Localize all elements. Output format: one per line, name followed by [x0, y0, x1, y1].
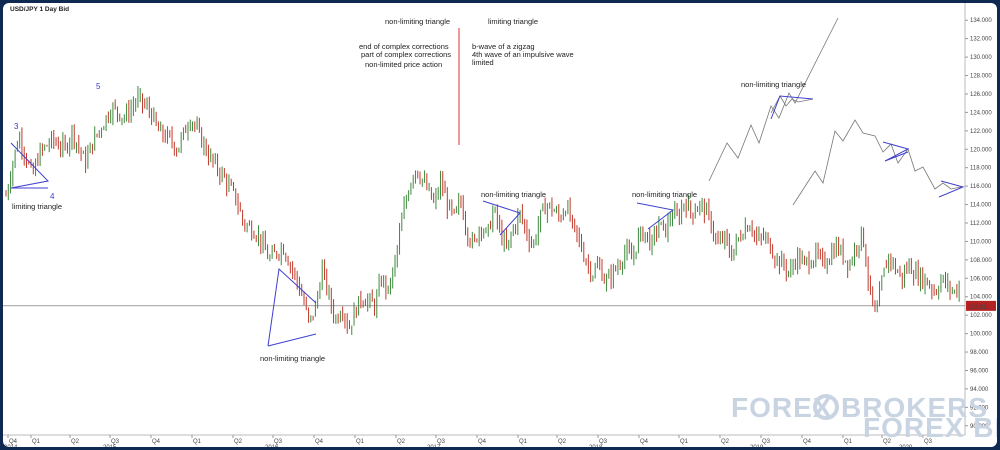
x-tick-label: Q1: [32, 439, 41, 445]
y-tick-label: 108.000: [970, 258, 992, 264]
y-tick-label: 112.000: [970, 221, 992, 227]
x-year-label: 2018: [589, 445, 603, 447]
x-tick-label: Q2: [883, 439, 892, 445]
triangle-non-limiting-2016-base: [267, 333, 317, 347]
x-tick-label: Q1: [356, 439, 365, 445]
annotation-non-limited: non-limited price action: [365, 60, 442, 69]
watermark-globe-icon: [813, 394, 839, 420]
x-year-label: 2019: [750, 445, 764, 447]
annotation-limiting-header: limiting triangle: [488, 17, 538, 26]
x-tick-label: Q4: [478, 439, 487, 445]
overlays: 103.011: [3, 17, 996, 347]
x-year-label: 2020: [899, 445, 913, 447]
y-tick-label: 120.000: [970, 147, 992, 153]
triangle-non-limiting-2018: [636, 202, 675, 230]
triangle-non-limiting-2017: [482, 200, 521, 236]
schematic-correction: [792, 119, 962, 206]
watermark-forex: FOREX: [731, 392, 832, 423]
annotation-non-limiting-2017: non-limiting triangle: [481, 190, 546, 199]
x-tick-label: Q4: [315, 439, 324, 445]
x-tick-label: Q4: [9, 439, 18, 445]
annotation-limiting-triangle: limiting triangle: [12, 202, 62, 211]
x-tick-label: Q4: [152, 439, 161, 445]
annotation-non-limiting-header: non-limiting triangle: [385, 17, 450, 26]
y-tick-label: 90.000: [970, 424, 989, 430]
annotations: non-limiting triangle limiting triangle en…: [12, 17, 997, 443]
price-chart: 90.000 92.000 94.000 96.000 98.000 100.000 102…: [3, 3, 997, 447]
annotation-end-complex: end of complex corrections: [359, 42, 449, 51]
y-tick-label: 122.000: [970, 129, 992, 135]
annotation-non-limiting-schematic: non-limiting triangle: [741, 80, 806, 89]
annotation-b-wave: b-wave of a zigzag: [472, 42, 535, 51]
y-tick-label: 96.000: [970, 368, 989, 374]
x-tick-label: Q3: [762, 439, 771, 445]
chart-title: USD/JPY 1 Day Bid: [10, 6, 70, 13]
x-tick-label: Q2: [234, 439, 243, 445]
y-tick-label: 110.000: [970, 239, 992, 245]
y-tick-label: 114.000: [970, 203, 992, 209]
x-tick-label: Q2: [397, 439, 406, 445]
x-tick-label: Q3: [437, 439, 446, 445]
current-price-label: 103.011: [968, 305, 990, 311]
x-tick-label: Q3: [111, 439, 120, 445]
triangle-limiting: [10, 142, 50, 189]
wave-label-3: 3: [14, 122, 19, 131]
y-tick-label: 102.000: [970, 313, 992, 319]
annotation-non-limiting-2016: non-limiting triangle: [260, 354, 325, 363]
y-tick-label: 98.000: [970, 350, 989, 356]
x-year-label: 2016: [265, 445, 279, 447]
x-tick-label: Q3: [599, 439, 608, 445]
y-tick-label: 132.000: [970, 37, 992, 43]
y-tick-label: 116.000: [970, 184, 992, 190]
x-tick-label: Q3: [274, 439, 283, 445]
y-tick-label: 106.000: [970, 276, 992, 282]
logo-forex-brokers: FOREX BROKERS: [863, 412, 997, 443]
y-tick-label: 124.000: [970, 110, 992, 116]
x-tick-label: Q1: [680, 439, 689, 445]
y-tick-label: 104.000: [970, 295, 992, 301]
schematic-triangle-2: [882, 141, 910, 162]
schematic-impulse: [708, 17, 839, 182]
chart-frame: USD/JPY 1 Day Bid 90.000 92.000 94.000 96.0…: [3, 3, 997, 447]
x-tick-label: Q2: [721, 439, 730, 445]
candles: [5, 86, 960, 335]
y-axis: 90.000 92.000 94.000 96.000 98.000 100.000 102…: [964, 3, 992, 435]
y-tick-label: 130.000: [970, 55, 992, 61]
x-tick-label: Q2: [558, 439, 567, 445]
watermark-brokers: BROKERS: [841, 392, 988, 423]
y-tick-label: 126.000: [970, 92, 992, 98]
x-year-label: 2017: [427, 445, 441, 447]
x-year-label: 2015: [103, 445, 117, 447]
y-tick-label: 92.000: [970, 405, 989, 411]
y-tick-label: 94.000: [970, 387, 989, 393]
annotation-part-complex: part of complex corrections: [361, 50, 451, 59]
annotation-limited: limited: [472, 58, 494, 67]
y-tick-label: 134.000: [970, 18, 992, 24]
schematic-triangle-3: [938, 180, 965, 198]
x-tick-label: Q1: [844, 439, 853, 445]
current-price-tag: [966, 300, 996, 311]
x-tick-label: Q4: [640, 439, 649, 445]
annotation-non-limiting-2018: non-limiting triangle: [632, 190, 697, 199]
y-tick-label: 128.000: [970, 74, 992, 80]
x-tick-label: Q1: [193, 439, 202, 445]
x-tick-label: Q3: [924, 439, 933, 445]
x-tick-label: Q1: [519, 439, 528, 445]
annotation-4th-wave: 4th wave of an impulsive wave: [472, 50, 574, 59]
y-tick-label: 118.000: [970, 166, 992, 172]
wave-label-5: 5: [96, 82, 101, 91]
triangle-non-limiting-2016: [267, 267, 317, 347]
x-year-label: 2014: [4, 445, 18, 447]
x-axis: Q4 Q1 Q2 Q3 Q4 Q1 Q2 Q3 Q4 Q1 Q2 Q3 Q4 Q1 Q2 Q3 Q4 Q1 Q2 Q3…: [3, 434, 965, 447]
y-tick-label: 100.000: [970, 332, 992, 338]
wave-label-4: 4: [50, 192, 55, 201]
schematic-triangle-1: [770, 95, 814, 120]
x-tick-label: Q4: [803, 439, 812, 445]
x-tick-label: Q2: [71, 439, 80, 445]
